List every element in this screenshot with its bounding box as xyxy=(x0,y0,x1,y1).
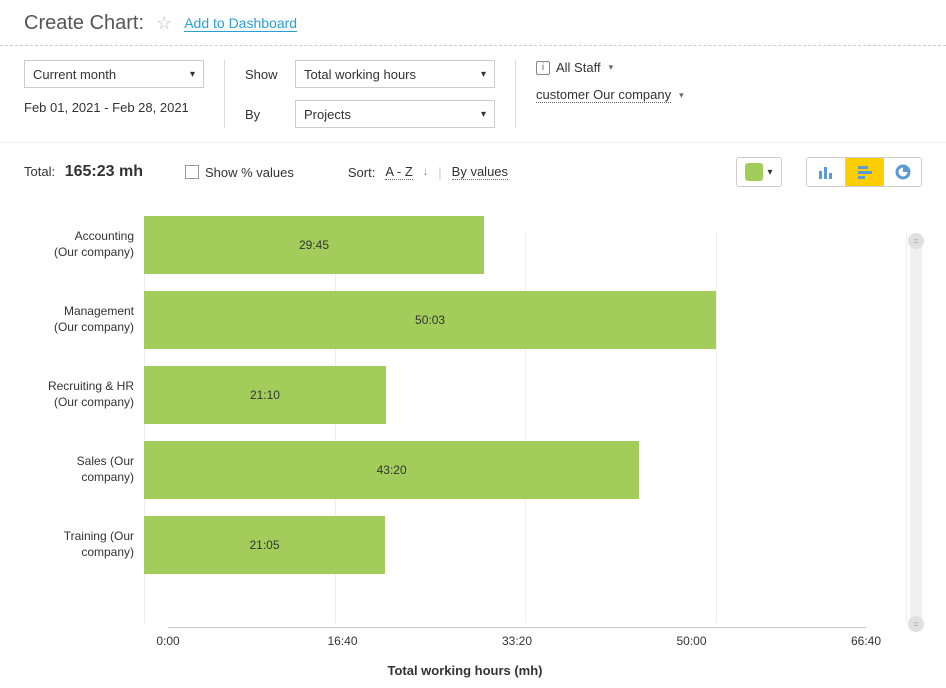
color-swatch xyxy=(745,163,763,181)
show-percent-label: Show % values xyxy=(205,165,294,180)
chart-bar[interactable]: 29:45 xyxy=(144,216,484,274)
by-value: Projects xyxy=(304,107,351,122)
staff-value: All Staff xyxy=(556,60,601,75)
total-group: Total: 165:23 mh xyxy=(24,163,143,181)
chart-bar[interactable]: 43:20 xyxy=(144,441,639,499)
vertical-bar-view-button[interactable] xyxy=(807,158,845,186)
chart-type-toggle xyxy=(806,157,922,187)
x-tick-label: 50:00 xyxy=(676,634,706,648)
y-axis-label: Recruiting & HR(Our company) xyxy=(24,379,144,410)
period-value: Current month xyxy=(33,67,116,82)
chart-row: Training (Ourcompany)21:05 xyxy=(24,507,906,582)
caret-down-icon: ▾ xyxy=(190,69,195,80)
pie-view-button[interactable] xyxy=(883,158,921,186)
x-axis: 0:0016:4033:2050:0066:40 xyxy=(168,627,866,657)
total-value: 165:23 mh xyxy=(65,163,143,180)
caret-down-icon: ▾ xyxy=(767,167,772,178)
bar-track: 21:10 xyxy=(144,357,906,432)
chart-row: Accounting(Our company)29:45 xyxy=(24,207,906,282)
bar-track: 50:03 xyxy=(144,282,906,357)
show-select[interactable]: Total working hours ▾ xyxy=(295,60,495,88)
x-tick-label: 16:40 xyxy=(327,634,357,648)
page-header: Create Chart: ☆ Add to Dashboard xyxy=(0,0,946,46)
pie-chart-icon xyxy=(895,164,911,180)
chart-bar[interactable]: 50:03 xyxy=(144,291,716,349)
show-percent-checkbox[interactable]: Show % values xyxy=(185,165,294,180)
scroll-handle-top[interactable]: = xyxy=(908,233,924,249)
x-axis-title: Total working hours (mh) xyxy=(24,663,906,678)
bar-track: 29:45 xyxy=(144,207,906,282)
favorite-star-icon[interactable]: ☆ xyxy=(156,13,172,34)
sort-direction-icon[interactable]: ↓ xyxy=(423,166,429,178)
checkbox-icon xyxy=(185,165,199,179)
horizontal-bar-icon xyxy=(857,164,873,180)
chart-toolbar: Total: 165:23 mh Show % values Sort: A -… xyxy=(0,143,946,197)
y-axis-label: Accounting(Our company) xyxy=(24,229,144,260)
show-label: Show xyxy=(245,67,285,82)
bar-track: 21:05 xyxy=(144,507,906,582)
staff-filter[interactable]: i All Staff ▾ xyxy=(536,60,684,75)
chart-bar[interactable]: 21:10 xyxy=(144,366,386,424)
chart-plot: Accounting(Our company)29:45Management(O… xyxy=(24,207,906,627)
chart-row: Recruiting & HR(Our company)21:10 xyxy=(24,357,906,432)
bar-track: 43:20 xyxy=(144,432,906,507)
caret-down-icon: ▾ xyxy=(481,109,486,120)
chart-row: Management(Our company)50:03 xyxy=(24,282,906,357)
x-tick-label: 66:40 xyxy=(851,634,881,648)
by-select[interactable]: Projects ▾ xyxy=(295,100,495,128)
chart-bar[interactable]: 21:05 xyxy=(144,516,385,574)
total-label: Total: xyxy=(24,164,55,179)
sort-by-values-button[interactable]: By values xyxy=(452,164,508,180)
chart-row: Sales (Ourcompany)43:20 xyxy=(24,432,906,507)
x-tick-label: 33:20 xyxy=(502,634,532,648)
y-axis-label: Management(Our company) xyxy=(24,304,144,335)
filter-controls: Current month ▾ Feb 01, 2021 - Feb 28, 2… xyxy=(0,46,946,143)
caret-down-icon: ▾ xyxy=(481,69,486,80)
scroll-handle-bottom[interactable]: = xyxy=(908,616,924,632)
period-select[interactable]: Current month ▾ xyxy=(24,60,204,88)
sort-controls: Sort: A - Z ↓ | By values xyxy=(348,164,508,180)
by-label: By xyxy=(245,107,285,122)
y-axis-label: Sales (Ourcompany) xyxy=(24,454,144,485)
separator: | xyxy=(438,165,441,180)
sort-az-button[interactable]: A - Z xyxy=(385,164,412,180)
show-value: Total working hours xyxy=(304,67,416,82)
x-tick-label: 0:00 xyxy=(156,634,179,648)
color-picker[interactable]: ▾ xyxy=(736,157,782,187)
y-axis-label: Training (Ourcompany) xyxy=(24,529,144,560)
page-title: Create Chart: xyxy=(24,12,144,35)
add-to-dashboard-link[interactable]: Add to Dashboard xyxy=(184,15,297,32)
caret-down-icon: ▾ xyxy=(679,90,684,101)
sort-label: Sort: xyxy=(348,165,375,180)
vertical-bar-icon xyxy=(818,164,834,180)
chart-area: Accounting(Our company)29:45Management(O… xyxy=(0,197,946,688)
chart-scrollbar[interactable]: = = xyxy=(910,237,922,628)
date-range-text: Feb 01, 2021 - Feb 28, 2021 xyxy=(24,100,204,115)
customer-filter[interactable]: customer Our company ▾ xyxy=(536,87,684,103)
customer-value: customer Our company xyxy=(536,87,671,103)
horizontal-bar-view-button[interactable] xyxy=(845,158,883,186)
info-icon: i xyxy=(536,61,550,75)
caret-down-icon: ▾ xyxy=(609,62,614,73)
